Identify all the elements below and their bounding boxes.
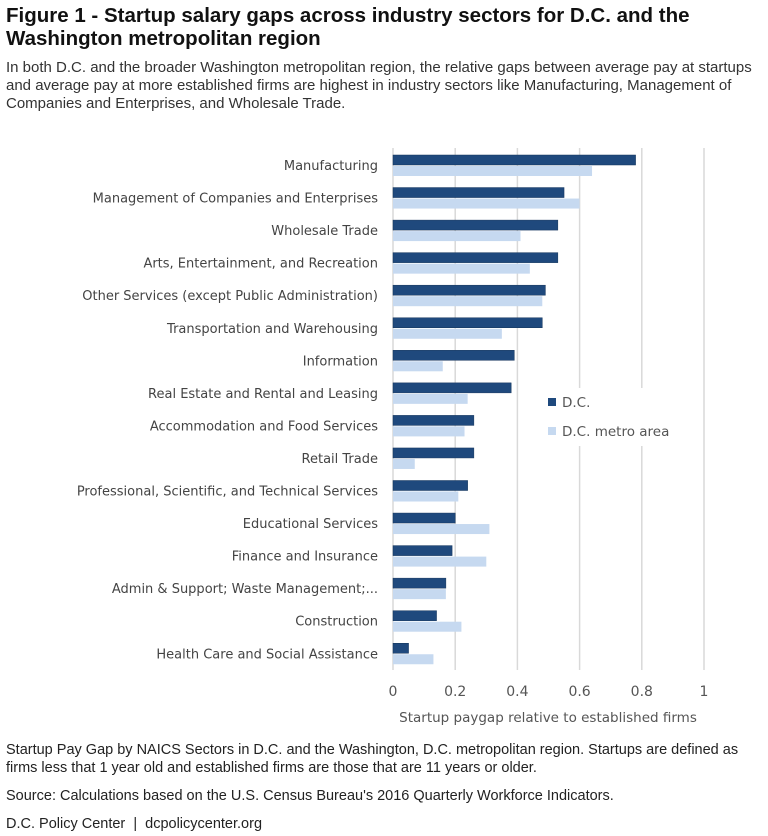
bar-metro bbox=[393, 328, 502, 339]
bar-dc bbox=[392, 317, 543, 328]
caption: Startup Pay Gap by NAICS Sectors in D.C.… bbox=[6, 742, 739, 776]
chart-title: Figure 1 - Startup salary gaps across in… bbox=[6, 4, 690, 50]
bar-metro bbox=[393, 361, 443, 372]
x-tick-label: 0.8 bbox=[631, 684, 653, 700]
bar-metro bbox=[393, 524, 490, 535]
category-label: Wholesale Trade bbox=[271, 224, 378, 239]
bar-dc bbox=[392, 284, 546, 296]
legend-swatch bbox=[548, 398, 556, 406]
bar-dc bbox=[392, 252, 559, 263]
bar-metro bbox=[393, 198, 580, 209]
category-label: Accommodation and Food Services bbox=[150, 419, 378, 434]
category-label: Retail Trade bbox=[302, 452, 378, 467]
bar-metro bbox=[393, 231, 521, 242]
bar-dc bbox=[392, 219, 559, 231]
bar-metro bbox=[393, 393, 468, 404]
chart-subtitle: In both D.C. and the broader Washington … bbox=[6, 59, 752, 112]
legend-swatch bbox=[548, 427, 556, 435]
bar-metro bbox=[393, 621, 462, 632]
bar-dc bbox=[392, 643, 409, 654]
category-label: Transportation and Warehousing bbox=[166, 322, 378, 337]
bar-metro bbox=[393, 166, 593, 176]
category-label: Real Estate and Rental and Leasing bbox=[148, 387, 378, 402]
category-label: Management of Companies and Enterprises bbox=[93, 192, 379, 207]
legend-background bbox=[540, 388, 690, 446]
bar-metro bbox=[393, 458, 415, 469]
category-label: Other Services (except Public Administra… bbox=[82, 289, 378, 304]
bar-dc bbox=[392, 415, 475, 426]
x-tick-label: 0.6 bbox=[568, 684, 590, 700]
category-label: Manufacturing bbox=[284, 159, 378, 174]
bar-dc bbox=[392, 545, 453, 556]
x-tick-label: 0.2 bbox=[444, 684, 466, 700]
legend-label: D.C. metro area bbox=[562, 424, 669, 440]
category-label: Admin & Support; Waste Management;... bbox=[112, 582, 378, 597]
bar-metro bbox=[393, 589, 446, 600]
category-label: Information bbox=[303, 354, 378, 369]
x-tick-label: 0.4 bbox=[506, 684, 528, 700]
credit: D.C. Policy Center | dcpolicycenter.org bbox=[6, 816, 263, 832]
bar-dc bbox=[392, 610, 437, 621]
bar-metro bbox=[393, 426, 465, 437]
bar-metro bbox=[393, 263, 530, 274]
bar-dc bbox=[392, 480, 468, 491]
category-label: Arts, Entertainment, and Recreation bbox=[143, 257, 378, 272]
bar-metro bbox=[393, 296, 543, 307]
category-label: Educational Services bbox=[243, 517, 378, 532]
bar-dc bbox=[392, 447, 475, 459]
bar-metro bbox=[393, 654, 434, 665]
category-label: Health Care and Social Assistance bbox=[156, 647, 378, 662]
bar-dc bbox=[392, 512, 456, 524]
x-tick-label: 1 bbox=[700, 684, 709, 700]
bar-dc bbox=[392, 350, 515, 361]
category-label: Professional, Scientific, and Technical … bbox=[77, 485, 378, 500]
category-label: Finance and Insurance bbox=[232, 550, 378, 565]
bar-dc bbox=[392, 382, 512, 394]
category-label: Construction bbox=[295, 615, 378, 630]
x-axis-title: Startup paygap relative to established f… bbox=[399, 710, 697, 726]
bar-metro bbox=[393, 491, 459, 502]
x-tick-label: 0 bbox=[389, 684, 398, 700]
bar-dc bbox=[392, 577, 447, 589]
bar-dc bbox=[392, 154, 636, 166]
source-note: Source: Calculations based on the U.S. C… bbox=[6, 788, 614, 804]
bar-dc bbox=[392, 187, 565, 198]
legend-label: D.C. bbox=[562, 395, 590, 411]
bar-metro bbox=[393, 556, 487, 567]
